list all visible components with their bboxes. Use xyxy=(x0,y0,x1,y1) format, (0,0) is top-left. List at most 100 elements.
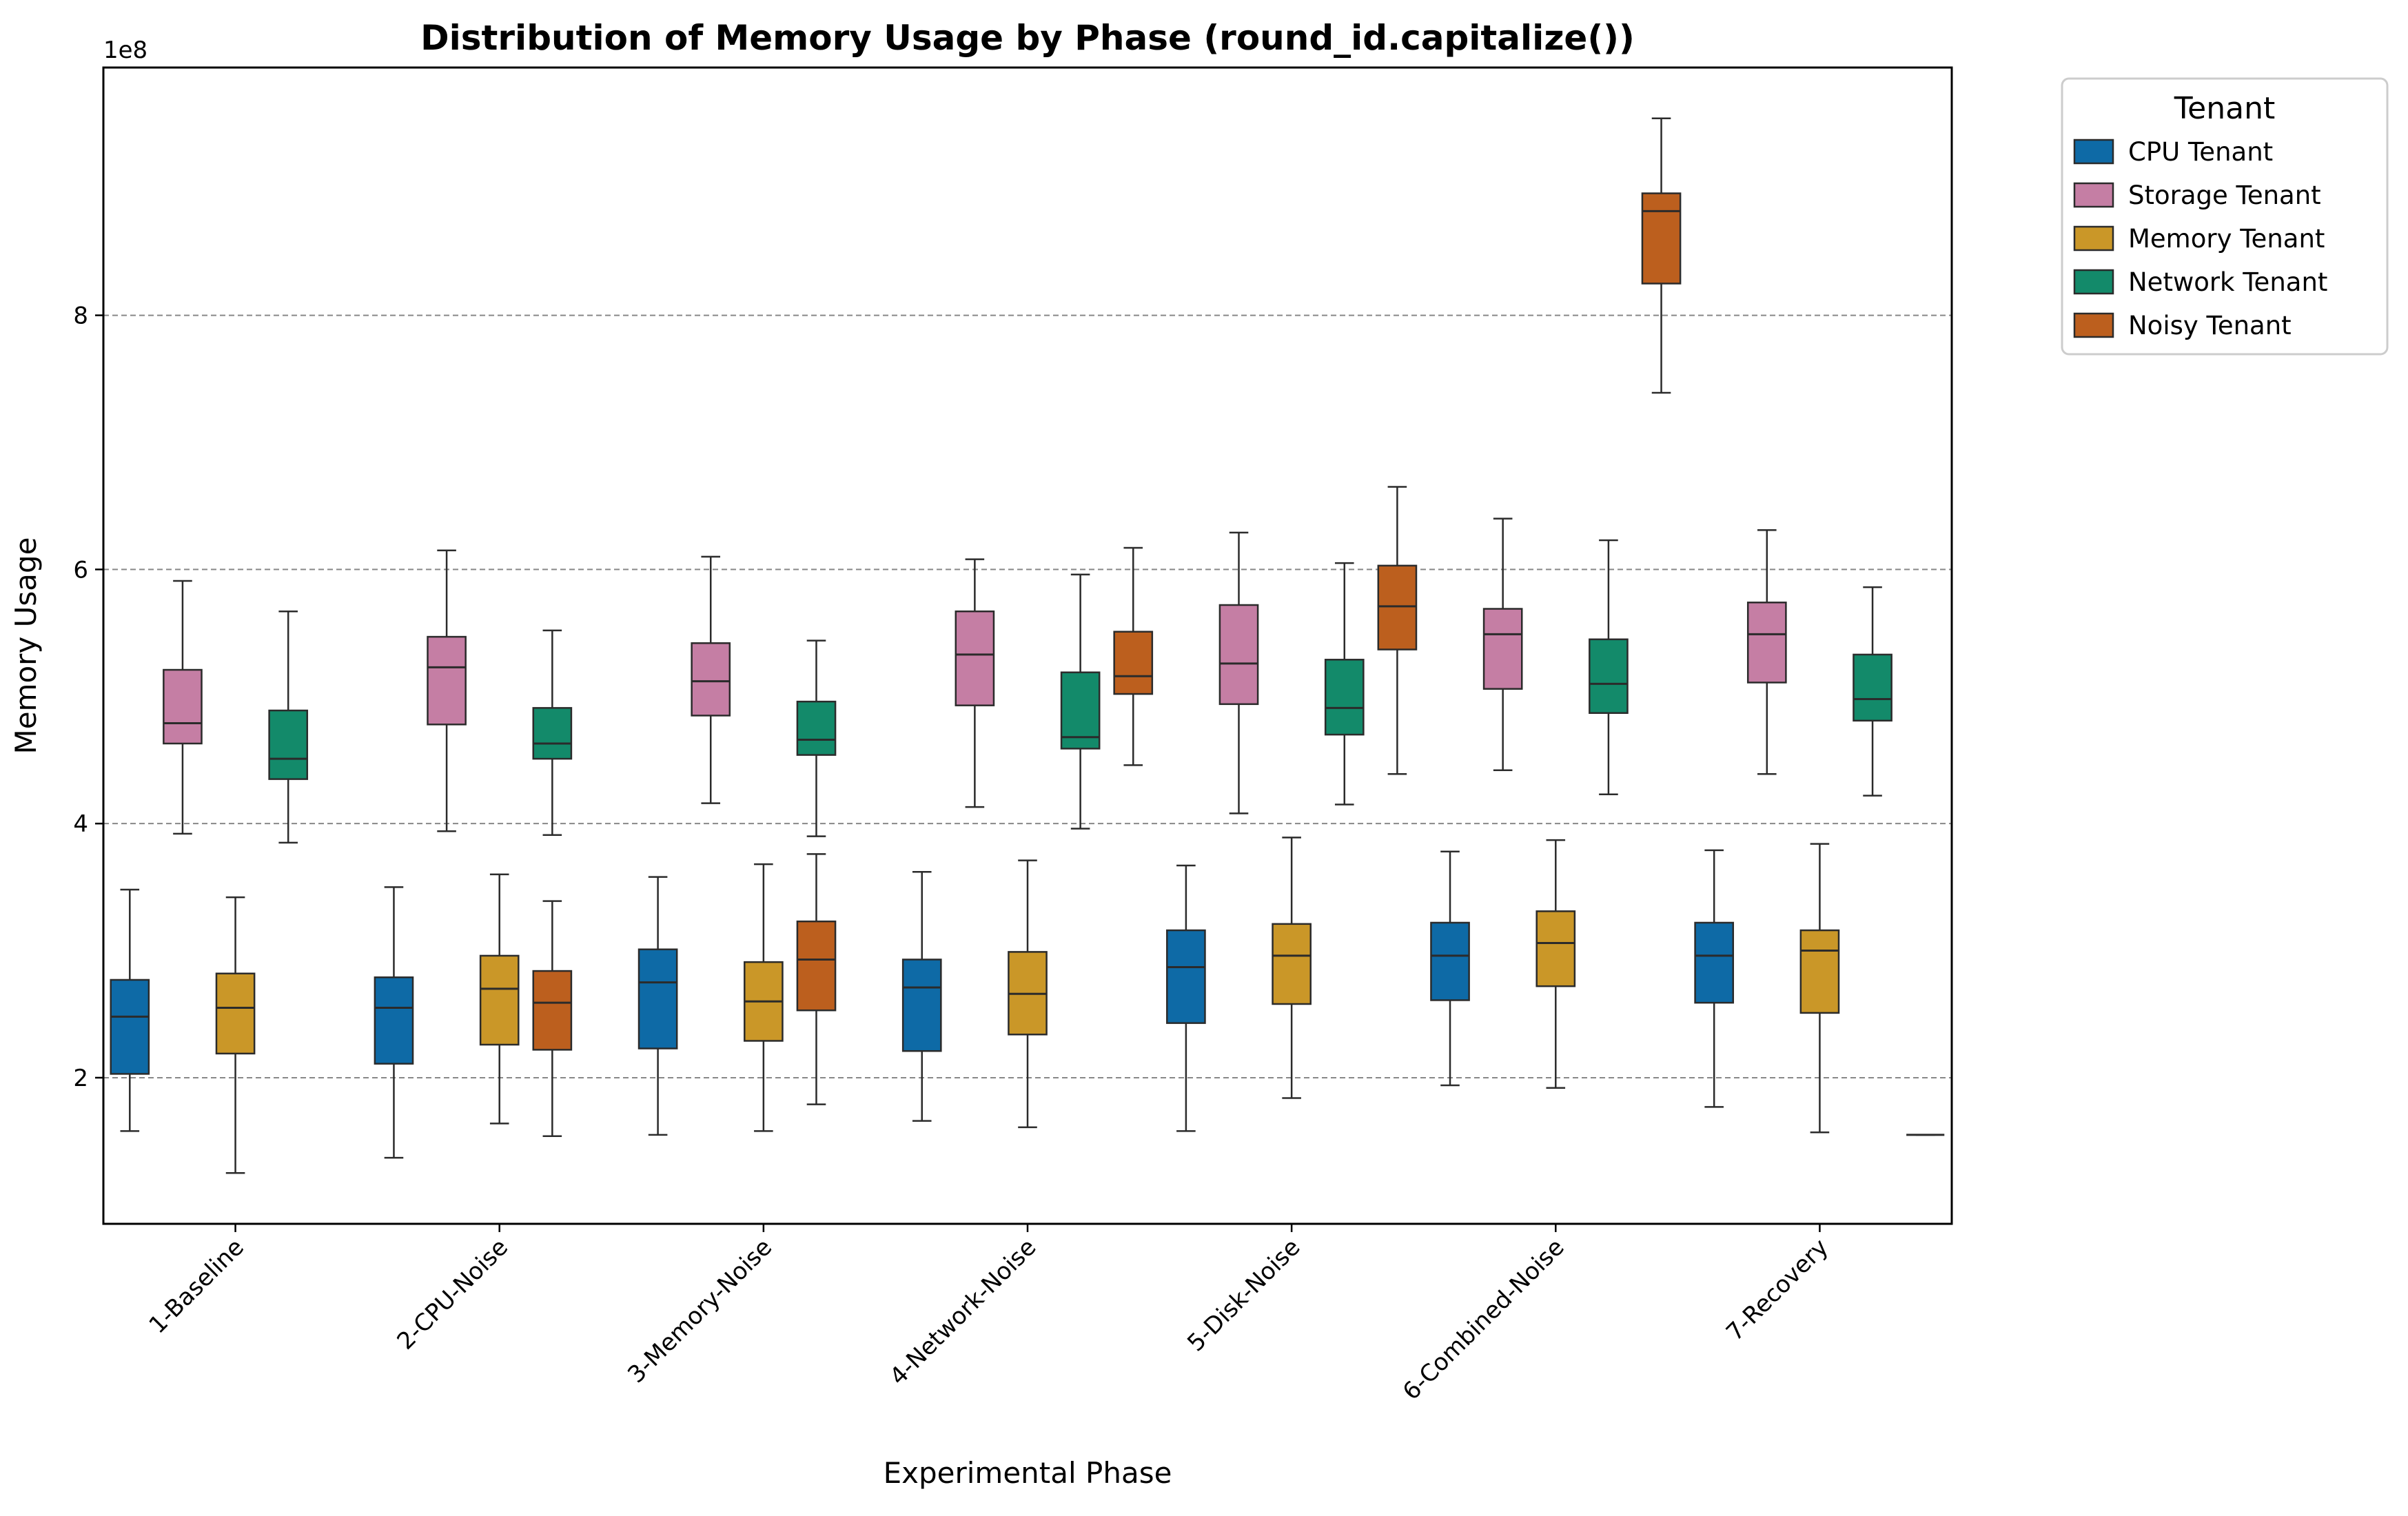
box-iqr xyxy=(1694,921,1735,1004)
legend-items: CPU Tenant Storage Tenant Memory Tenant Net… xyxy=(2073,137,2327,340)
box-cpu-tenant-6-combined-noise xyxy=(1430,850,1470,1087)
box-layer xyxy=(110,117,1945,1174)
box-iqr xyxy=(1113,631,1154,695)
box-iqr xyxy=(1430,921,1470,1001)
box-iqr xyxy=(1272,923,1312,1005)
box-memory-tenant-4-network-noise xyxy=(1008,859,1048,1129)
box-iqr xyxy=(1535,910,1576,987)
box-iqr xyxy=(532,707,573,760)
y-tick-label-4: 4 xyxy=(73,810,88,838)
legend-label: Memory Tenant xyxy=(2128,224,2325,254)
x-tick-label-4-Network-Noise: 4-Network-Noise xyxy=(884,1233,1041,1391)
legend-swatch xyxy=(2073,139,2114,165)
chart-title: Distribution of Memory Usage by Phase (r… xyxy=(420,18,1635,58)
box-iqr xyxy=(1853,653,1892,722)
legend-label: Storage Tenant xyxy=(2128,181,2321,210)
box-memory-tenant-1-baseline xyxy=(215,896,256,1174)
box-noisy-tenant-2-cpu-noise xyxy=(532,900,573,1138)
box-cpu-tenant-1-baseline xyxy=(110,888,150,1132)
x-tick-label-6-Combined-Noise: 6-Combined-Noise xyxy=(1398,1233,1570,1406)
legend-frame xyxy=(2061,77,2389,356)
x-tick-label-5-Disk-Noise: 5-Disk-Noise xyxy=(1182,1233,1305,1357)
box-memory-tenant-2-cpu-noise xyxy=(479,873,520,1125)
box-iqr xyxy=(532,970,573,1051)
legend-label: Noisy Tenant xyxy=(2128,311,2292,340)
box-storage-tenant-1-baseline xyxy=(163,580,203,835)
box-noisy-tenant-3-memory-noise xyxy=(796,853,837,1105)
box-storage-tenant-5-disk-noise xyxy=(1218,531,1259,815)
box-network-tenant-6-combined-noise xyxy=(1589,539,1629,795)
box-iqr xyxy=(374,976,414,1065)
box-memory-tenant-5-disk-noise xyxy=(1272,837,1312,1099)
box-network-tenant-1-baseline xyxy=(268,610,309,844)
x-tick-label-2-CPU-Noise: 2-CPU-Noise xyxy=(392,1233,514,1355)
box-network-tenant-4-network-noise xyxy=(1060,573,1101,830)
legend-swatch xyxy=(2073,225,2114,252)
box-network-tenant-5-disk-noise xyxy=(1324,562,1365,806)
y-tick-label-6: 6 xyxy=(73,556,88,584)
legend-item-network-tenant: Network Tenant xyxy=(2073,267,2327,297)
box-storage-tenant-4-network-noise xyxy=(955,558,995,808)
box-iqr xyxy=(479,954,520,1046)
box-iqr xyxy=(1589,638,1629,714)
legend-swatch xyxy=(2073,312,2114,338)
box-iqr xyxy=(1218,604,1259,706)
box-iqr xyxy=(1482,608,1523,690)
x-axis-label: Experimental Phase xyxy=(884,1456,1172,1490)
legend: Tenant CPU Tenant Storage Tenant Memory Te… xyxy=(2061,77,2389,356)
box-iqr xyxy=(796,700,837,756)
box-cpu-tenant-7-recovery xyxy=(1694,849,1735,1108)
box-iqr xyxy=(901,959,942,1052)
box-storage-tenant-7-recovery xyxy=(1746,529,1787,775)
box-storage-tenant-2-cpu-noise xyxy=(427,549,467,832)
legend-item-cpu-tenant: CPU Tenant xyxy=(2073,137,2273,167)
box-memory-tenant-7-recovery xyxy=(1799,843,1840,1134)
box-iqr xyxy=(796,920,837,1012)
x-tick-label-3-Memory-Noise: 3-Memory-Noise xyxy=(622,1233,777,1389)
box-iqr xyxy=(691,642,731,717)
box-memory-tenant-6-combined-noise xyxy=(1535,839,1576,1089)
box-cpu-tenant-4-network-noise xyxy=(901,870,942,1122)
box-cpu-tenant-5-disk-noise xyxy=(1166,864,1206,1132)
box-noisy-tenant-4-network-noise xyxy=(1113,546,1154,766)
box-iqr xyxy=(110,979,150,1075)
x-tick-label-1-Baseline: 1-Baseline xyxy=(144,1233,249,1339)
y-scale-label: 1e8 xyxy=(103,37,147,64)
box-iqr xyxy=(1377,564,1418,651)
box-iqr xyxy=(1746,602,1787,684)
axis-layer: 2 4 6 8 1-Baseline 2-CPU-Noise 3-Memory-Noise 4… xyxy=(73,303,1833,1406)
box-noisy-tenant-6-combined-noise xyxy=(1641,117,1682,394)
box-iqr xyxy=(1799,929,1840,1014)
y-tick-label-8: 8 xyxy=(73,303,88,330)
y-tick-label-2: 2 xyxy=(73,1065,88,1092)
legend-item-storage-tenant: Storage Tenant xyxy=(2073,181,2321,210)
box-network-tenant-3-memory-noise xyxy=(796,639,837,837)
box-memory-tenant-3-memory-noise xyxy=(744,863,784,1132)
box-iqr xyxy=(1641,192,1682,285)
box-storage-tenant-3-memory-noise xyxy=(691,555,731,804)
x-tick-label-7-Recovery: 7-Recovery xyxy=(1721,1233,1834,1346)
box-noisy-tenant-5-disk-noise xyxy=(1377,486,1418,775)
box-cpu-tenant-3-memory-noise xyxy=(637,876,678,1136)
box-cpu-tenant-2-cpu-noise xyxy=(374,886,414,1159)
box-network-tenant-7-recovery xyxy=(1853,586,1892,797)
box-iqr xyxy=(1166,929,1206,1024)
box-iqr xyxy=(1324,659,1365,736)
legend-label: Network Tenant xyxy=(2128,267,2327,297)
box-iqr xyxy=(215,972,256,1055)
legend-item-memory-tenant: Memory Tenant xyxy=(2073,224,2325,254)
legend-swatch xyxy=(2073,182,2114,208)
box-iqr xyxy=(163,668,203,745)
box-iqr xyxy=(955,610,995,706)
box-storage-tenant-6-combined-noise xyxy=(1482,518,1523,771)
box-network-tenant-2-cpu-noise xyxy=(532,629,573,836)
legend-item-noisy-tenant: Noisy Tenant xyxy=(2073,311,2292,340)
box-iqr xyxy=(268,709,309,780)
legend-swatch xyxy=(2073,269,2114,295)
y-axis-label: Memory Usage xyxy=(9,537,43,754)
box-iqr xyxy=(427,635,467,726)
box-iqr xyxy=(637,948,678,1049)
box-iqr xyxy=(1060,671,1101,750)
